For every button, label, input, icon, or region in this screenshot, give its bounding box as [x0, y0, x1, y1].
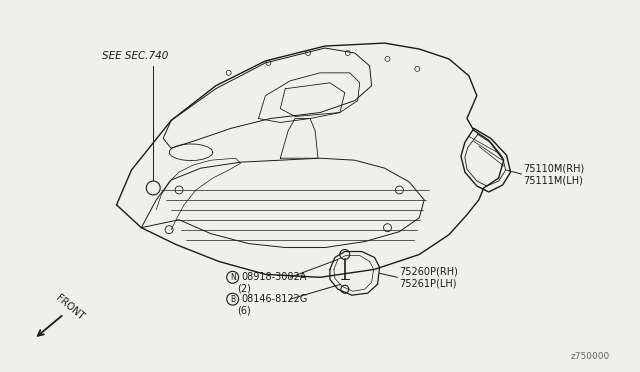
Text: (6): (6) [237, 305, 250, 315]
Text: (2): (2) [237, 283, 250, 293]
Text: B: B [230, 295, 236, 304]
Text: N: N [230, 273, 236, 282]
Text: 75261P(LH): 75261P(LH) [399, 278, 457, 288]
Text: 75111M(LH): 75111M(LH) [524, 175, 583, 185]
Text: 75110M(RH): 75110M(RH) [524, 163, 585, 173]
Text: z750000: z750000 [571, 352, 610, 361]
Text: FRONT: FRONT [54, 292, 86, 322]
Text: 08146-8122G: 08146-8122G [241, 294, 308, 304]
Text: 08918-3082A: 08918-3082A [241, 272, 307, 282]
Text: SEE SEC.740: SEE SEC.740 [102, 51, 168, 61]
Text: 75260P(RH): 75260P(RH) [399, 266, 458, 276]
